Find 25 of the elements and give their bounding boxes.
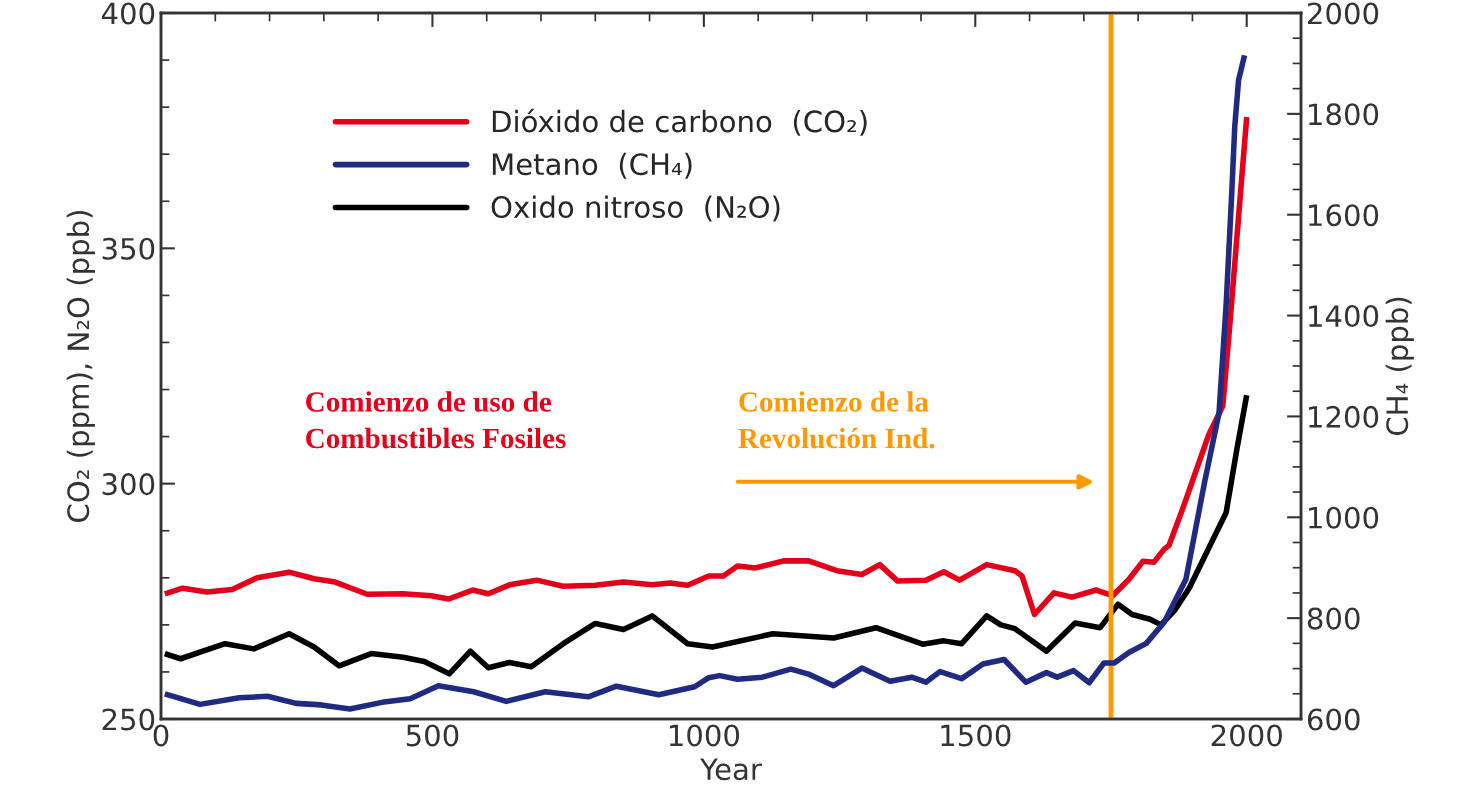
x-tick-label: 1500 <box>941 724 1011 747</box>
y2-tick-label: 1200 <box>1309 405 1379 428</box>
x-tick-label: 0 <box>153 724 169 747</box>
y2-tick-label: 1400 <box>1309 305 1379 328</box>
legend-label: Oxido nitroso (N₂O) <box>491 195 780 222</box>
y2-tick-label: 1600 <box>1309 204 1379 227</box>
legend-label: Dióxido de carbono (CO₂) <box>492 108 867 136</box>
y2-tick-label: 1800 <box>1309 103 1379 126</box>
y2-axis-title: CH₄ (ppb) <box>1385 297 1414 436</box>
y2-tick-label: 800 <box>1307 607 1360 630</box>
x-tick-label: 2000 <box>1211 724 1282 747</box>
y-tick-label: 250 <box>102 708 155 731</box>
annotation: Comienzo de uso de Combustibles Fosiles <box>306 391 566 449</box>
x-axis-title: Year <box>700 758 762 781</box>
y-axis-title: CO₂ (ppm), N₂O (ppb) <box>66 210 95 522</box>
y-tick-label: 400 <box>101 2 155 25</box>
legend-label: Metano (CH₄) <box>492 152 692 179</box>
y2-tick-label: 600 <box>1307 708 1360 731</box>
y-tick-label: 300 <box>102 473 155 496</box>
x-tick-label: 1000 <box>669 724 740 747</box>
y-tick-label: 350 <box>102 237 155 260</box>
x-tick-label: 500 <box>406 724 459 747</box>
annotation: Comienzo de la Revolución Ind. <box>738 391 935 449</box>
y2-tick-label: 1000 <box>1309 506 1379 529</box>
y2-tick-label: 2000 <box>1308 2 1379 25</box>
